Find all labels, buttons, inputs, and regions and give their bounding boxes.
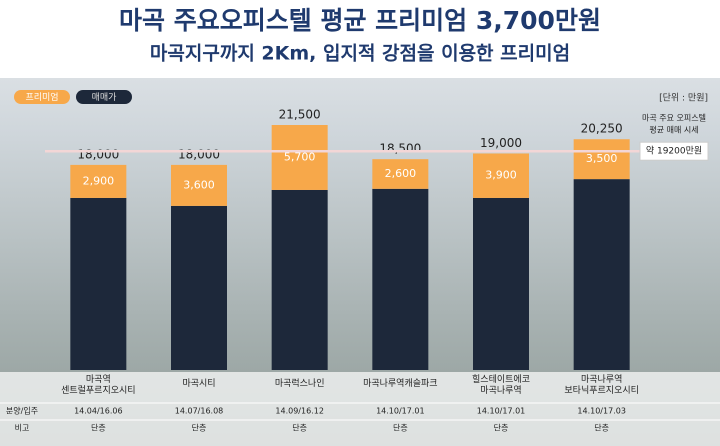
legend-swatch — [14, 90, 70, 104]
bar-segment — [271, 125, 328, 190]
category-label: 마곡나루역캐슬파크 — [363, 378, 438, 389]
table-cell: 14.10/17.03 — [577, 407, 626, 416]
segment-label: 2,900 — [83, 174, 115, 187]
bar-segment — [573, 179, 630, 370]
table-cell: 단층 — [192, 423, 207, 433]
unit-label: [단위 : 만원] — [659, 93, 708, 104]
bar-segment — [573, 139, 630, 180]
total-label: 20,250 — [581, 122, 623, 136]
bar-segment — [171, 205, 227, 370]
table-cell: 14.10/17.01 — [376, 407, 425, 416]
segment-label: 2,600 — [385, 167, 417, 180]
table-cell: 단층 — [292, 423, 307, 433]
table-row-header: 비고 — [15, 424, 30, 433]
table-cell: 14.04/16.06 — [74, 407, 123, 416]
category-label: 힐스테이트에코 마곡나루역 — [472, 373, 530, 396]
segment-label: 3,500 — [586, 152, 618, 165]
category-label: 마곡럭스나인 — [275, 377, 325, 389]
category-label: 마곡역 센트럴푸르지오시티 — [61, 374, 136, 396]
reference-box — [639, 141, 709, 161]
category-line: 센트럴푸르지오시티 — [61, 385, 136, 396]
bar-segment — [70, 164, 127, 198]
total-label: 18,000 — [178, 147, 220, 161]
category-line: 마곡시티 — [182, 378, 215, 389]
bar-segment — [473, 197, 529, 370]
category-label: 마곡시티 — [182, 378, 215, 389]
table-cell: 단층 — [594, 423, 609, 433]
category-line: 마곡역 — [86, 374, 111, 385]
bar-segment — [372, 159, 429, 189]
table-band — [0, 372, 720, 446]
bar-segment — [70, 197, 127, 370]
bar-segment — [271, 189, 328, 370]
chart-subtitle: 마곡지구까지 2Km, 입지적 강점을 이용한 프리미엄 — [150, 43, 570, 65]
reference-note: 마곡 주요 오피스텔 — [642, 114, 706, 123]
reference-note: 평균 매매 시세 — [649, 125, 698, 135]
segment-label: 3,600 — [183, 178, 215, 191]
table-cell: 단층 — [494, 423, 509, 433]
legend-label: 프리미엄 — [25, 91, 58, 103]
bar-segment — [473, 153, 529, 198]
total-label: 18,500 — [379, 142, 421, 156]
bar-segment — [372, 188, 429, 370]
category-line: 힐스테이트에코 — [472, 373, 530, 385]
table-cell: 14.07/16.08 — [175, 407, 224, 416]
table-cell: 단층 — [91, 423, 106, 433]
segment-label: 5,700 — [284, 150, 316, 163]
category-line: 보타닉푸르지오시티 — [564, 385, 639, 396]
table-row-header: 분양/입주 — [6, 407, 38, 416]
table-cell: 14.10/17.01 — [477, 407, 526, 416]
header-band — [0, 0, 720, 78]
legend-swatch — [76, 90, 132, 104]
table-cell: 단층 — [393, 423, 408, 433]
table-cell: 14.09/16.12 — [275, 407, 324, 416]
segment-label: 3,900 — [485, 169, 517, 182]
total-label: 19,000 — [480, 136, 522, 150]
legend-label: 매매가 — [92, 92, 117, 103]
category-label: 마곡나루역 보타닉푸르지오시티 — [564, 374, 639, 396]
reference-label: 약 19200만원 — [646, 145, 702, 157]
category-line: 마곡나루역캐슬파크 — [363, 378, 438, 389]
chart-title: 마곡 주요오피스텔 평균 프리미엄 3,700만원 — [119, 6, 601, 35]
category-line: 마곡나루역 — [480, 385, 521, 396]
category-line: 마곡나루역 — [581, 374, 622, 385]
category-line: 마곡럭스나인 — [275, 377, 325, 389]
total-label: 21,500 — [279, 108, 321, 122]
bar-segment — [171, 164, 227, 206]
total-label: 18,000 — [77, 147, 119, 161]
